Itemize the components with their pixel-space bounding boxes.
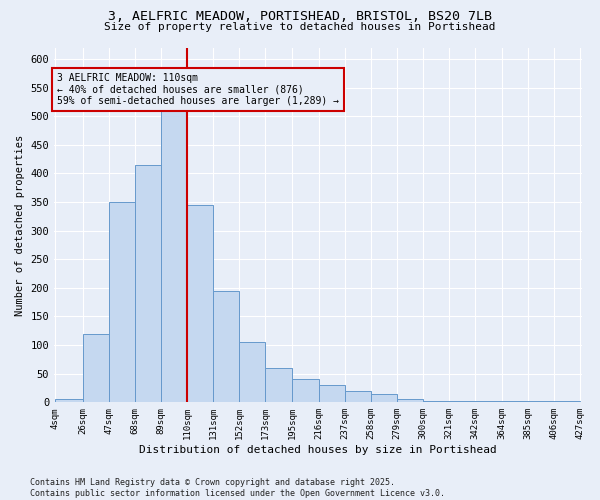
Bar bbox=[135, 165, 161, 402]
Bar bbox=[109, 202, 135, 402]
Bar bbox=[423, 400, 449, 402]
Text: 3 AELFRIC MEADOW: 110sqm
← 40% of detached houses are smaller (876)
59% of semi-: 3 AELFRIC MEADOW: 110sqm ← 40% of detach… bbox=[56, 74, 338, 106]
Bar bbox=[528, 401, 554, 402]
Bar bbox=[449, 401, 475, 402]
Bar bbox=[397, 400, 423, 402]
Bar bbox=[83, 334, 109, 402]
X-axis label: Distribution of detached houses by size in Portishead: Distribution of detached houses by size … bbox=[139, 445, 497, 455]
Bar bbox=[371, 394, 397, 402]
Bar bbox=[344, 391, 371, 402]
Bar bbox=[319, 385, 344, 402]
Bar bbox=[554, 401, 580, 402]
Bar bbox=[161, 110, 187, 403]
Text: Contains HM Land Registry data © Crown copyright and database right 2025.
Contai: Contains HM Land Registry data © Crown c… bbox=[30, 478, 445, 498]
Bar bbox=[213, 290, 239, 403]
Bar bbox=[292, 380, 319, 402]
Bar bbox=[265, 368, 292, 402]
Bar bbox=[502, 401, 528, 402]
Text: 3, AELFRIC MEADOW, PORTISHEAD, BRISTOL, BS20 7LB: 3, AELFRIC MEADOW, PORTISHEAD, BRISTOL, … bbox=[108, 10, 492, 23]
Y-axis label: Number of detached properties: Number of detached properties bbox=[15, 134, 25, 316]
Bar bbox=[475, 401, 502, 402]
Bar bbox=[55, 400, 83, 402]
Text: Size of property relative to detached houses in Portishead: Size of property relative to detached ho… bbox=[104, 22, 496, 32]
Bar bbox=[187, 205, 213, 402]
Bar bbox=[239, 342, 265, 402]
